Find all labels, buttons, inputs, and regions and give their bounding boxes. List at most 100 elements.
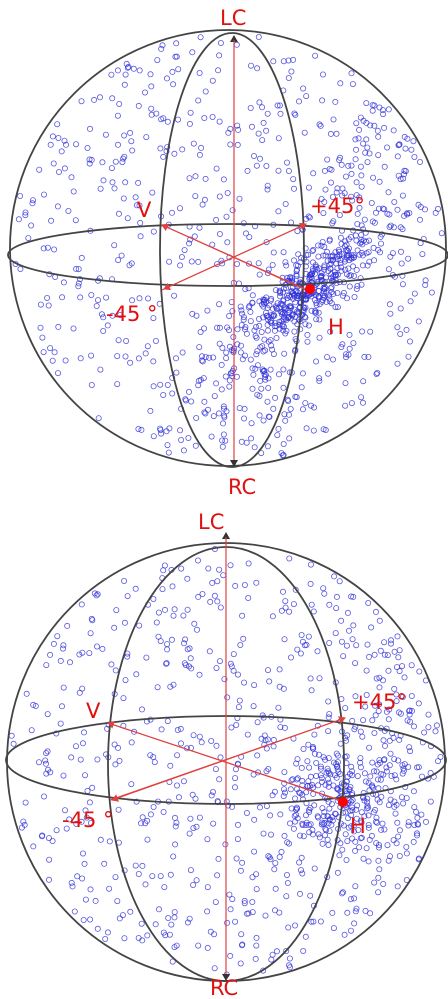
sample-point: [375, 874, 382, 881]
sample-point: [256, 412, 263, 419]
sample-point: [357, 163, 364, 170]
sample-point: [294, 756, 301, 763]
sample-point: [172, 841, 179, 848]
sample-point: [48, 217, 55, 224]
sample-point: [94, 756, 101, 763]
sample-point: [286, 820, 293, 827]
sample-point: [371, 702, 378, 709]
sample-point: [280, 366, 287, 373]
sample-point: [196, 671, 203, 678]
sample-point: [171, 914, 178, 921]
sample-point: [247, 318, 254, 325]
sample-point: [386, 853, 393, 860]
sample-point: [357, 755, 364, 762]
sample-point: [180, 612, 187, 619]
sample-point: [327, 179, 334, 186]
sample-point: [213, 216, 220, 223]
sample-point: [204, 944, 211, 951]
sample-point: [290, 257, 297, 264]
sample-point: [353, 179, 360, 186]
sample-point: [163, 75, 170, 82]
sample-point: [198, 357, 205, 364]
sample-point: [379, 820, 386, 827]
sample-point: [366, 744, 373, 751]
sample-point: [108, 165, 115, 172]
sample-point: [376, 249, 383, 256]
sample-point: [54, 203, 61, 210]
sample-point: [334, 265, 341, 272]
sample-point: [215, 410, 222, 417]
sample-point: [221, 676, 228, 683]
sample-point: [305, 741, 312, 748]
sample-point: [260, 119, 267, 126]
label-plus45-top: +45°: [310, 194, 365, 218]
sample-point: [116, 101, 123, 108]
sample-point: [307, 675, 314, 682]
sample-point: [316, 377, 323, 384]
sample-point: [100, 327, 107, 334]
sample-point: [150, 228, 157, 235]
sample-point: [283, 159, 290, 166]
sample-point: [261, 371, 268, 378]
sample-point: [132, 585, 139, 592]
sample-point: [381, 206, 388, 213]
sample-point: [386, 762, 393, 769]
sample-point: [265, 853, 272, 860]
sample-point: [384, 842, 391, 849]
sample-point: [173, 40, 180, 47]
sample-point: [260, 830, 267, 837]
sample-point: [260, 417, 267, 424]
sample-point: [60, 645, 67, 652]
sample-point: [260, 314, 267, 321]
sample-point: [337, 840, 344, 847]
sample-point: [325, 770, 332, 777]
sample-point: [279, 289, 286, 296]
sample-point: [55, 370, 62, 377]
sample-point: [210, 413, 217, 420]
sample-point: [315, 814, 322, 821]
sample-point: [260, 368, 267, 375]
sample-point: [360, 117, 367, 124]
sample-point: [218, 361, 225, 368]
sample-point: [199, 358, 206, 365]
sample-point: [253, 334, 260, 341]
sample-point: [171, 292, 178, 299]
sample-point: [322, 186, 329, 193]
sample-point: [187, 815, 194, 822]
sample-point: [273, 948, 280, 955]
sample-point: [114, 112, 121, 119]
sample-point: [234, 821, 241, 828]
sample-point: [270, 311, 277, 318]
sample-point: [299, 820, 306, 827]
sample-point: [80, 917, 87, 924]
sample-point: [122, 71, 129, 78]
sample-point: [369, 783, 376, 790]
sample-point: [321, 832, 328, 839]
sample-point: [233, 260, 240, 267]
sample-point: [304, 331, 311, 338]
sample-point: [310, 784, 317, 791]
sample-point: [272, 885, 279, 892]
sample-point: [401, 674, 408, 681]
sample-point: [255, 130, 262, 137]
sample-point: [285, 57, 292, 64]
sample-point: [190, 140, 197, 147]
sample-point: [178, 253, 185, 260]
sample-point: [65, 207, 72, 214]
sample-point: [259, 104, 266, 111]
sample-point: [250, 703, 257, 710]
sample-point: [216, 118, 223, 125]
sample-point: [272, 303, 279, 310]
sample-point: [315, 751, 322, 758]
sample-point: [282, 417, 289, 424]
sample-point: [406, 711, 413, 718]
sample-point: [319, 296, 326, 303]
sample-point: [313, 302, 320, 309]
sample-point: [227, 906, 234, 913]
sample-point: [391, 756, 398, 763]
sample-point: [267, 366, 274, 373]
sample-point: [230, 333, 237, 340]
sample-point: [220, 572, 227, 579]
sample-point: [371, 730, 378, 737]
sample-point: [355, 135, 362, 142]
